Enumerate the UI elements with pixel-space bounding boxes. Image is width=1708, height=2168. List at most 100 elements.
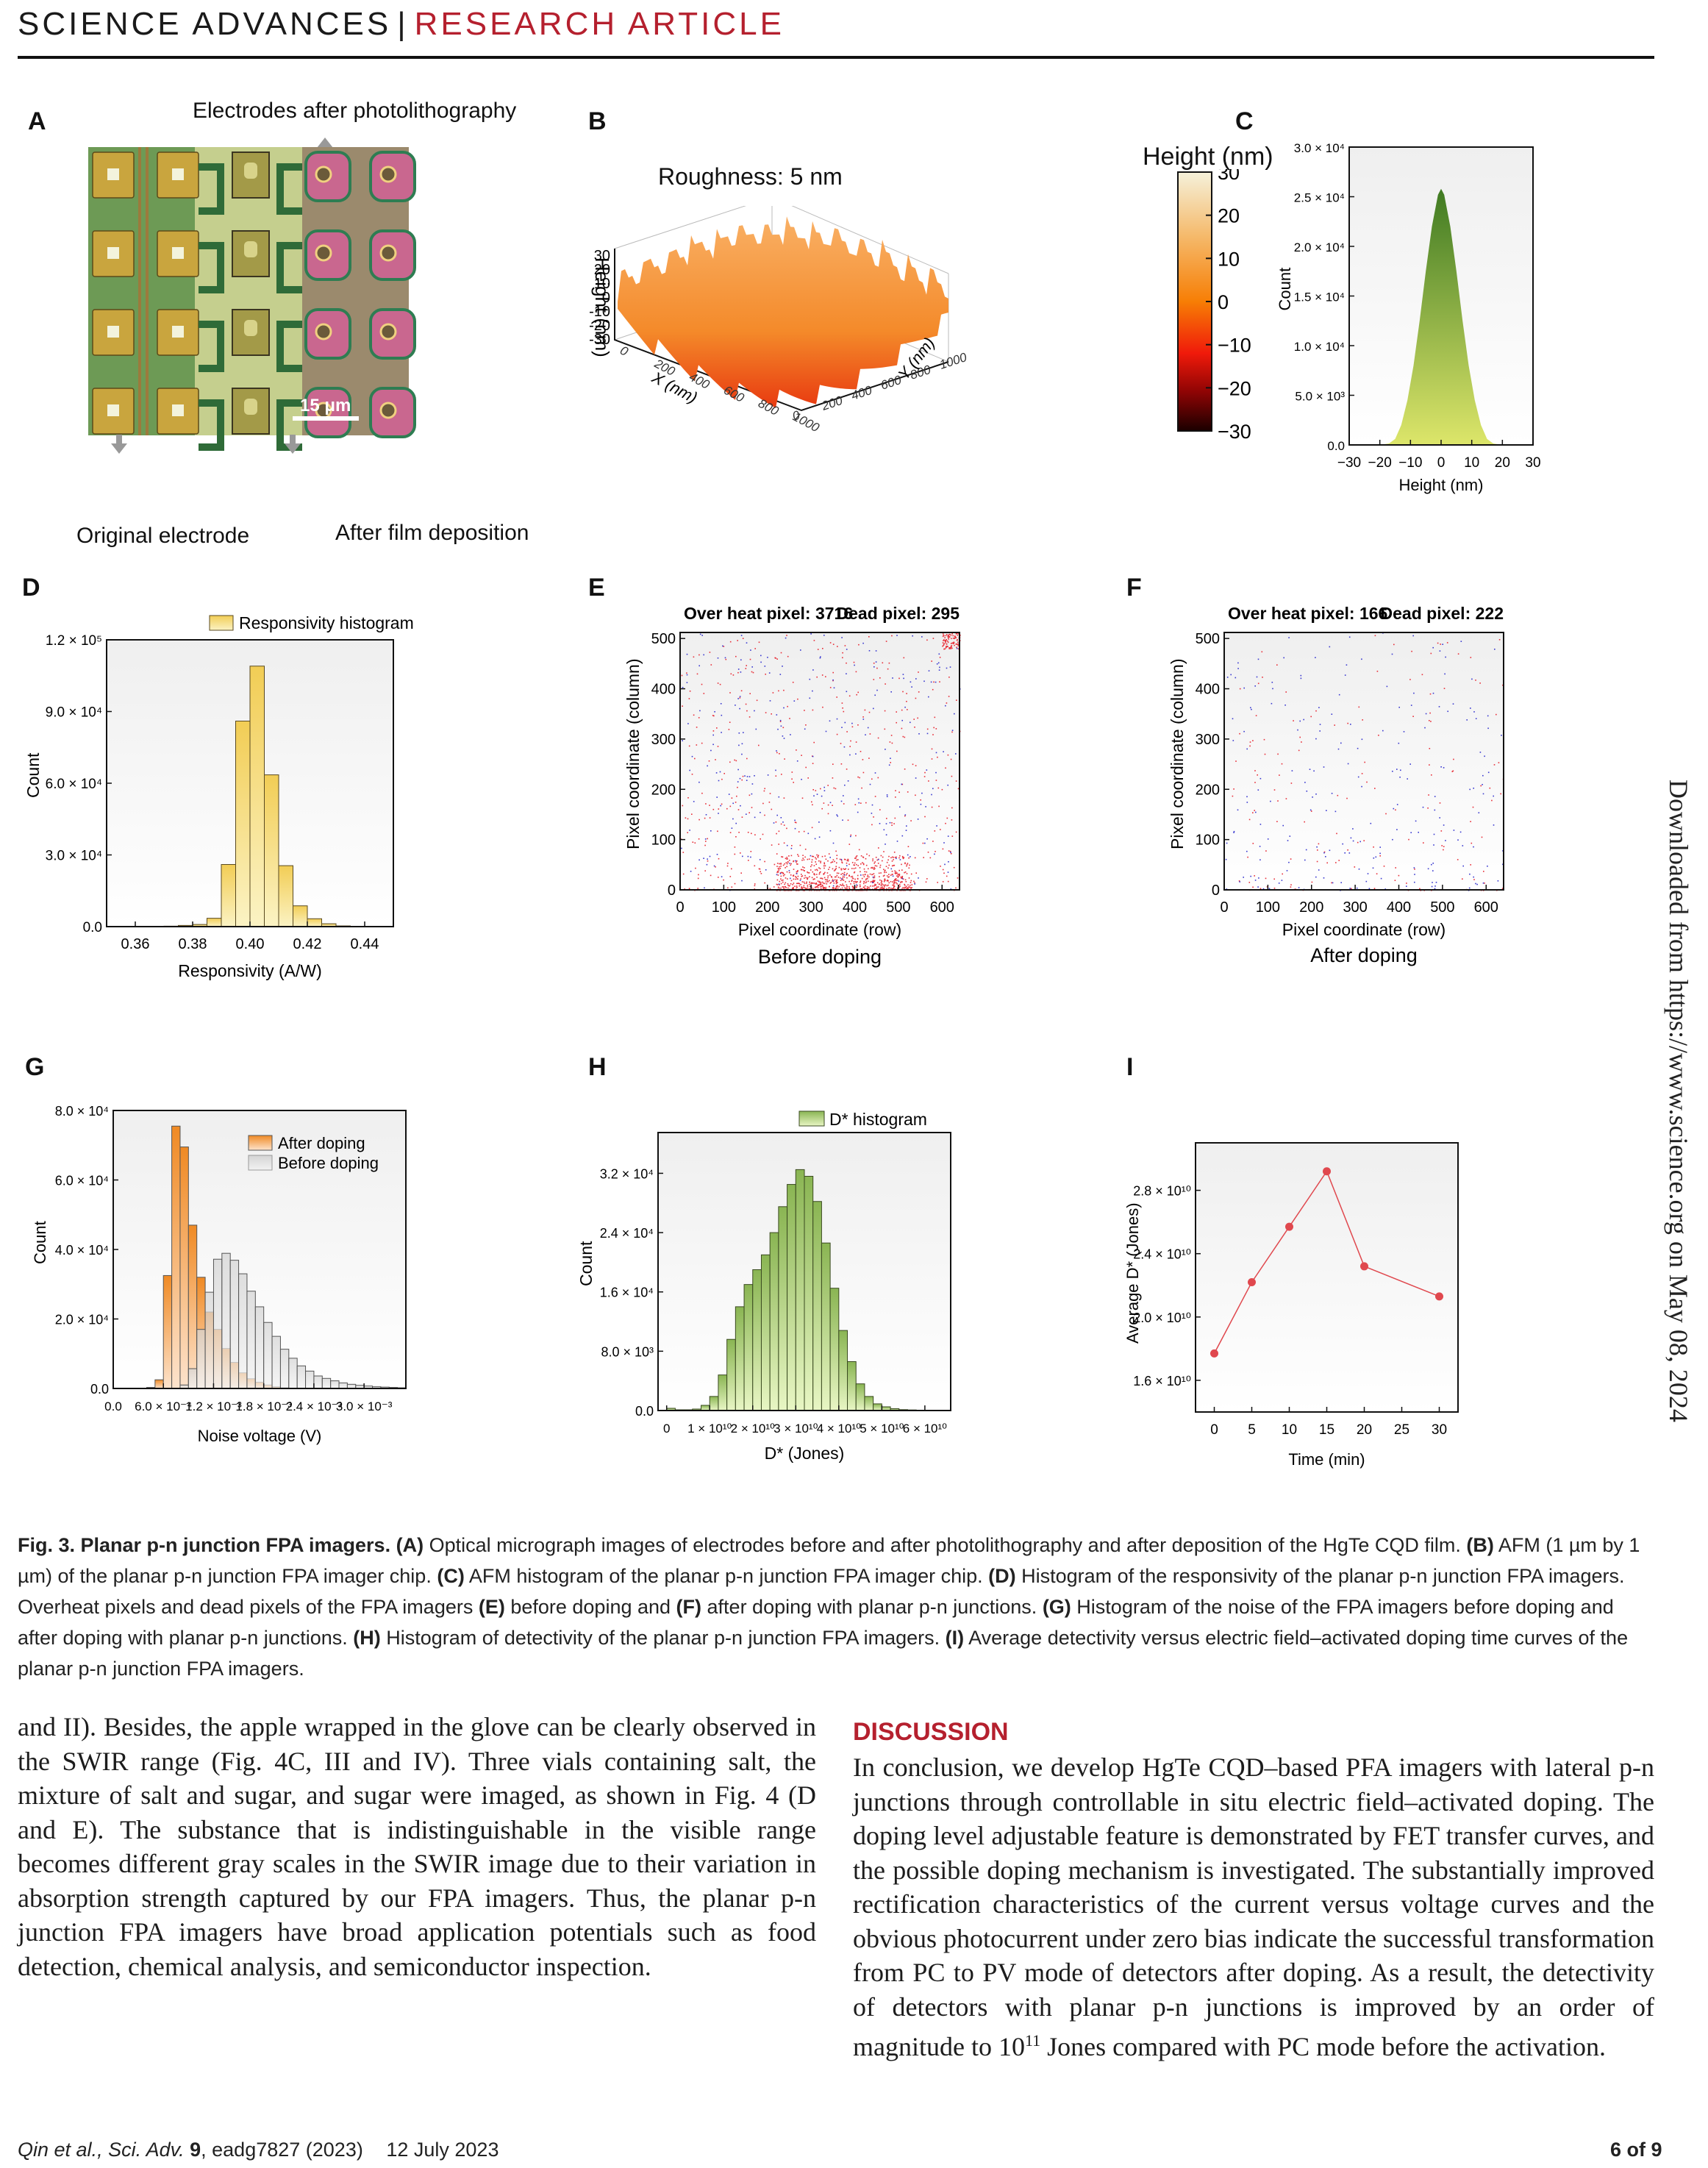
caption-title: Fig. 3. Planar p-n junction FPA imagers. [18,1534,391,1556]
y-tick-label: 2.4 × 10⁴ [600,1226,654,1241]
histogram-bar [338,1382,348,1389]
y-tick-label: 6.0 × 10⁴ [46,777,102,792]
histogram-bar [235,721,251,927]
section-name: RESEARCH ARTICLE [414,6,785,42]
x-tick-label: 1.2 × 10⁻³ [185,1399,242,1413]
panel-label-i: I [1126,1053,1134,1081]
y-tick-label: 0.0 [83,920,102,935]
y-tick-label: 8.0 × 10³ [601,1344,654,1359]
caption-text: after doping with planar p-n junctions. [701,1596,1043,1618]
x-tick-label: 1 × 10¹⁰ [687,1422,732,1436]
y-tick-label: 400 [1196,682,1220,698]
afm-x-tick: 800 [756,396,781,418]
x-axis-label: Time (min) [1288,1450,1365,1469]
afm-z-tick: 30 [594,248,610,264]
histogram-bar [795,1169,805,1411]
histogram-bar [279,1349,290,1389]
histogram-bar [187,1224,198,1389]
electrode-contact [107,247,119,259]
histogram-bar [264,774,279,927]
afm-y-tick: 1000 [937,350,968,372]
interdigit-line [199,242,224,293]
x-tick-label: 0 [663,1422,670,1436]
x-tick-label: 3 × 10¹⁰ [773,1422,818,1436]
y-axis-label: Count [576,1241,596,1286]
height-colorbar: 30 20 10 0 −10 −20 −30 [1177,169,1251,443]
afm-z-tick: -20 [589,318,610,334]
y-tick-label: 1.0 × 10⁴ [1294,340,1345,354]
histogram-bar [838,1330,848,1411]
afm-axes [614,249,949,412]
y-tick-label: 500 [651,631,676,647]
x-tick-label: 30 [1432,1422,1447,1438]
film-contact [315,323,332,340]
citation-volume: 9 [190,2139,201,2161]
y-tick-label: 500 [1196,631,1220,647]
panel-label-a: A [28,107,46,135]
histogram-bar [709,1396,719,1411]
overheat-count: Over heat pixel: 3716 [684,604,853,623]
x-tick-label: 500 [1430,899,1454,916]
caption-text: before doping and [504,1596,676,1618]
panel-label-c: C [1235,107,1254,135]
interdigit-line [199,163,224,215]
plot-background [1224,632,1504,890]
histogram-bar [288,1358,298,1389]
caption-panel-ref: (A) [396,1534,424,1556]
histogram-bar [246,1291,256,1389]
x-tick-label: 0.42 [293,936,322,952]
film-contact [379,402,397,419]
colorbar-title: Height (nm) [1143,143,1273,171]
y-tick-label: 2.0 × 10⁴ [1294,240,1345,254]
y-tick-label: 1.6 × 10⁴ [600,1286,654,1300]
histogram-bar [769,1232,779,1411]
x-tick-label: 6 × 10¹⁰ [903,1422,947,1436]
caption-panel-ref: (G) [1042,1596,1071,1618]
body-right-column: In conclusion, we develop HgTe CQD–based… [853,1750,1654,2064]
colorbar-tick-label: −30 [1218,421,1251,443]
chart-subtitle: Before doping [758,946,882,968]
x-tick-label: 200 [1299,899,1323,916]
film-contact [379,323,397,340]
chart-f-defect-map-after: 0 100 200 300 400 500 0 100 200 300 400 500 600 Pixel… [1168,604,1504,966]
x-tick-label: 200 [755,899,779,916]
histogram-bar [313,1375,323,1389]
colorbar-tick-label: 0 [1218,291,1229,313]
electrode-contact [107,168,119,180]
histogram-bar [847,1361,857,1411]
x-tick-label: −20 [1368,455,1392,471]
afm-z-tick: 0 [602,290,610,306]
histogram-bar [330,1380,340,1389]
histogram-bar [204,1291,214,1389]
panel-label-h: H [588,1053,607,1081]
discussion-superscript: 11 [1024,2031,1041,2050]
data-point [1360,1262,1368,1271]
y-tick-label: 1.5 × 10⁴ [1294,290,1345,304]
histogram-bar [187,1368,198,1389]
chart-c-afm-histogram: 0.0 5.0 × 10³ 1.0 × 10⁴ 1.5 × 10⁴ 2.0 × 10⁴ 2… [1276,141,1541,494]
data-point [1210,1349,1218,1358]
scale-bar-label: 15 μm [300,396,351,416]
bus-line [138,147,141,435]
citation-journal: , Sci. Adv. [97,2139,190,2161]
afm-z-tick: 20 [594,262,610,278]
x-tick-label: 4 × 10¹⁰ [817,1422,861,1436]
x-tick-label: 2 × 10¹⁰ [731,1422,775,1436]
x-tick-label: 2.4 × 10⁻³ [286,1399,343,1413]
data-point [1435,1292,1443,1301]
arrow-down-icon [285,435,301,454]
afm-z-tick: -30 [589,332,610,348]
x-tick-label: 300 [798,899,823,916]
x-tick-label: 0 [1210,1422,1218,1438]
y-tick-label: 3.0 × 10⁴ [1294,141,1345,155]
electrode-contact [107,404,119,416]
colorbar-tick-label: 30 [1218,169,1240,184]
plot-background [680,632,960,890]
electrode-contact [244,163,257,179]
afm-z-tick: 10 [594,276,610,292]
y-axis-label: Pixel coordinate (column) [623,658,643,849]
figure-caption: Fig. 3. Planar p-n junction FPA imagers.… [18,1530,1654,1684]
histogram-bar [701,1405,710,1411]
x-axis-label: Noise voltage (V) [198,1427,322,1445]
panel-label-g: G [25,1053,45,1081]
